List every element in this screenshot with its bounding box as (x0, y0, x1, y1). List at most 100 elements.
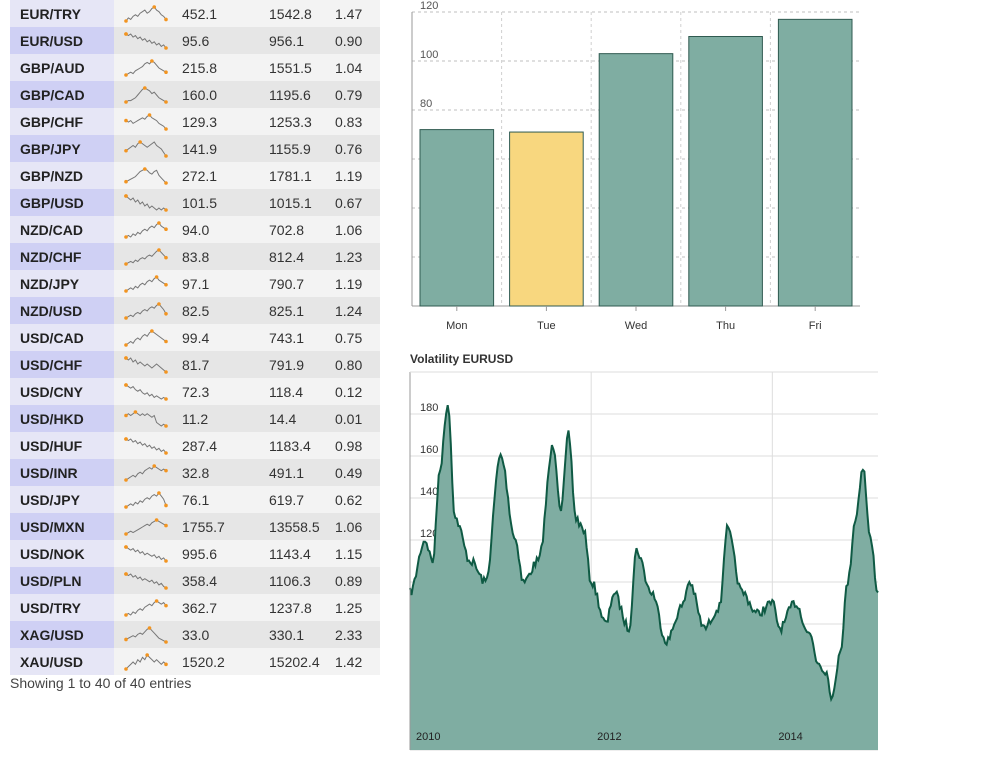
volatility-line (409, 405, 879, 703)
sparkline (124, 4, 168, 23)
value-cell: 1195.6 (269, 81, 335, 108)
sparkline-dot (124, 666, 128, 671)
sparkline-path (125, 599, 167, 616)
value-cell: 287.4 (182, 432, 269, 459)
sparkline (124, 490, 168, 509)
sparkline-dot (124, 413, 128, 417)
sparkline-dot (164, 17, 168, 21)
sparkline-cell (114, 189, 182, 216)
sparkline-cell (114, 540, 182, 567)
sparkline-dot (124, 18, 128, 23)
value-cell: 956.1 (269, 27, 335, 54)
sparkline-dot (154, 517, 159, 522)
pair-cell: USD/PLN (10, 567, 114, 594)
sparkline-dot (154, 274, 159, 279)
value-cell: 1106.3 (269, 567, 335, 594)
value-cell: 1155.9 (269, 135, 335, 162)
value-cell: 1.06 (335, 216, 380, 243)
value-cell: 791.9 (269, 351, 335, 378)
value-cell: 1253.3 (269, 108, 335, 135)
sparkline-path (125, 221, 167, 238)
sparkline-dot (150, 328, 154, 333)
sparkline (124, 112, 168, 131)
sparkline-dot (124, 261, 128, 266)
pair-cell: USD/CAD (10, 324, 114, 351)
pair-cell: GBP/CAD (10, 81, 114, 108)
sparkline-dot (154, 598, 159, 603)
value-cell: 94.0 (182, 216, 269, 243)
bar-fri (777, 18, 853, 307)
value-cell: 118.4 (269, 378, 335, 405)
value-cell: 1551.5 (269, 54, 335, 81)
value-cell: 1.19 (335, 270, 380, 297)
sparkline-dot (124, 234, 128, 239)
sparkline-dot (164, 207, 168, 212)
value-cell: 1.04 (335, 54, 380, 81)
sparkline-path (125, 464, 167, 480)
pair-cell: GBP/CHF (10, 108, 114, 135)
sparkline-dot (164, 423, 168, 428)
value-cell: 32.8 (182, 459, 269, 486)
sparkline-dot (124, 193, 128, 198)
sparkline-path (125, 302, 167, 318)
sparkline-dot (157, 220, 161, 225)
sparkline (124, 517, 168, 536)
sparkline-dot (124, 31, 128, 36)
sparkline (124, 301, 168, 320)
sparkline-dot (157, 490, 161, 495)
table-row: USD/PLN 358.4 1106.3 0.89 (10, 567, 380, 594)
sparkline-cell (114, 243, 182, 270)
value-cell: 81.7 (182, 351, 269, 378)
sparkline (124, 625, 168, 644)
value-cell: 362.7 (182, 594, 269, 621)
sparkline-dot (164, 153, 168, 158)
sparkline-dot (147, 112, 152, 117)
sparkline (124, 166, 168, 185)
table-row: NZD/USD 82.5 825.1 1.24 (10, 297, 380, 324)
y-tick-label: 100 (420, 49, 438, 61)
sparkline-dot (164, 180, 168, 185)
value-cell: 1015.1 (269, 189, 335, 216)
sparkline (124, 436, 168, 455)
sparkline (124, 247, 168, 266)
value-cell: 0.49 (335, 459, 380, 486)
sparkline-dot (164, 662, 168, 666)
sparkline-dot (124, 148, 128, 153)
value-cell: 1.25 (335, 594, 380, 621)
sparkline-cell (114, 378, 182, 405)
value-cell: 1.06 (335, 513, 380, 540)
value-cell: 0.76 (335, 135, 380, 162)
value-cell: 13558.5 (269, 513, 335, 540)
sparkline (124, 31, 168, 50)
pair-cell: USD/HKD (10, 405, 114, 432)
pair-cell: GBP/JPY (10, 135, 114, 162)
sparkline-path (125, 32, 167, 48)
value-cell: 0.80 (335, 351, 380, 378)
sparkline-dot (124, 504, 128, 509)
sparkline-cell (114, 297, 182, 324)
sparkline-cell (114, 270, 182, 297)
sparkline-path (125, 384, 167, 400)
sparkline-dot (124, 72, 128, 77)
sparkline-cell (114, 27, 182, 54)
value-cell: 0.98 (335, 432, 380, 459)
table-row: GBP/JPY 141.9 1155.9 0.76 (10, 135, 380, 162)
table-row: USD/JPY 76.1 619.7 0.62 (10, 486, 380, 513)
value-cell: 1.47 (335, 0, 380, 27)
sparkline-dot (152, 463, 157, 468)
sparkline-dot (147, 625, 152, 630)
value-cell: 1237.8 (269, 594, 335, 621)
sparkline (124, 544, 168, 563)
pair-cell: NZD/CHF (10, 243, 114, 270)
sparkline-path (125, 356, 167, 372)
sparkline (124, 85, 168, 104)
value-cell: 1542.8 (269, 0, 335, 27)
value-cell: 72.3 (182, 378, 269, 405)
value-cell: 129.3 (182, 108, 269, 135)
sparkline-cell (114, 324, 182, 351)
table-row: USD/CHF 81.7 791.9 0.80 (10, 351, 380, 378)
sparkline-dot (152, 4, 157, 9)
value-cell: 141.9 (182, 135, 269, 162)
value-cell: 995.6 (182, 540, 269, 567)
sparkline-dot (164, 99, 168, 104)
